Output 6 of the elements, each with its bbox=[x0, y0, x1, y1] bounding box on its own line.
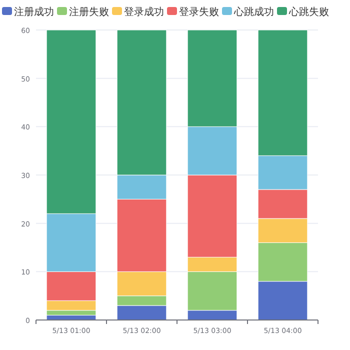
series-label: 心跳失败 bbox=[288, 6, 329, 18]
legend-label: 注册成功 bbox=[14, 6, 54, 18]
legend-label: 登录失败 bbox=[179, 6, 219, 18]
legend-label: 心跳成功 bbox=[233, 6, 274, 18]
legend-label: 登录成功 bbox=[124, 6, 164, 18]
legend-label: 注册失败 bbox=[69, 6, 109, 18]
